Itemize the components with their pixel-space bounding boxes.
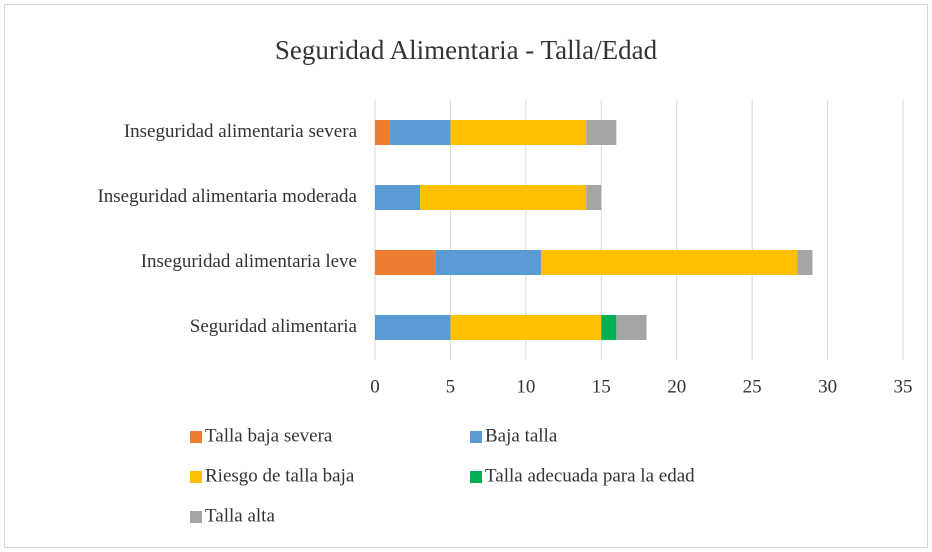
- x-tick-label: 30: [818, 376, 837, 397]
- x-tick-label: 5: [446, 376, 456, 397]
- legend-swatch: [470, 431, 482, 443]
- bar-segment: [450, 315, 602, 340]
- bar-segment: [586, 185, 602, 210]
- bar-segment: [601, 315, 617, 340]
- bar-segment: [390, 120, 451, 145]
- chart-border: [4, 4, 928, 548]
- y-tick-label: Inseguridad alimentaria severa: [124, 121, 358, 142]
- legend-label: Baja talla: [485, 425, 558, 446]
- bar-segment: [375, 120, 391, 145]
- bar-segment: [435, 250, 541, 275]
- y-tick-label: Seguridad alimentaria: [190, 316, 358, 337]
- bar-segment: [375, 185, 421, 210]
- bar-segment: [540, 250, 798, 275]
- legend-label: Riesgo de talla baja: [205, 465, 355, 486]
- chart-title: Seguridad Alimentaria - Talla/Edad: [275, 35, 658, 65]
- bar-segment: [375, 250, 436, 275]
- legend-swatch: [190, 431, 202, 443]
- bar-segment: [797, 250, 813, 275]
- x-tick-label: 20: [667, 376, 686, 397]
- legend-swatch: [190, 511, 202, 523]
- bar-segment: [586, 120, 617, 145]
- y-tick-label: Inseguridad alimentaria leve: [141, 251, 357, 272]
- x-tick-label: 15: [592, 376, 611, 397]
- legend-swatch: [470, 471, 482, 483]
- legend-label: Talla baja severa: [205, 425, 333, 446]
- bar-segment: [375, 315, 451, 340]
- y-tick-label: Inseguridad alimentaria moderada: [97, 186, 357, 207]
- x-tick-label: 0: [370, 376, 380, 397]
- x-tick-label: 10: [516, 376, 535, 397]
- legend-label: Talla adecuada para la edad: [485, 465, 695, 486]
- bar-segment: [420, 185, 587, 210]
- x-tick-label: 25: [743, 376, 762, 397]
- x-tick-label: 35: [894, 376, 913, 397]
- bar-segment: [616, 315, 647, 340]
- legend-swatch: [190, 471, 202, 483]
- legend-label: Talla alta: [205, 505, 275, 526]
- bar-segment: [450, 120, 587, 145]
